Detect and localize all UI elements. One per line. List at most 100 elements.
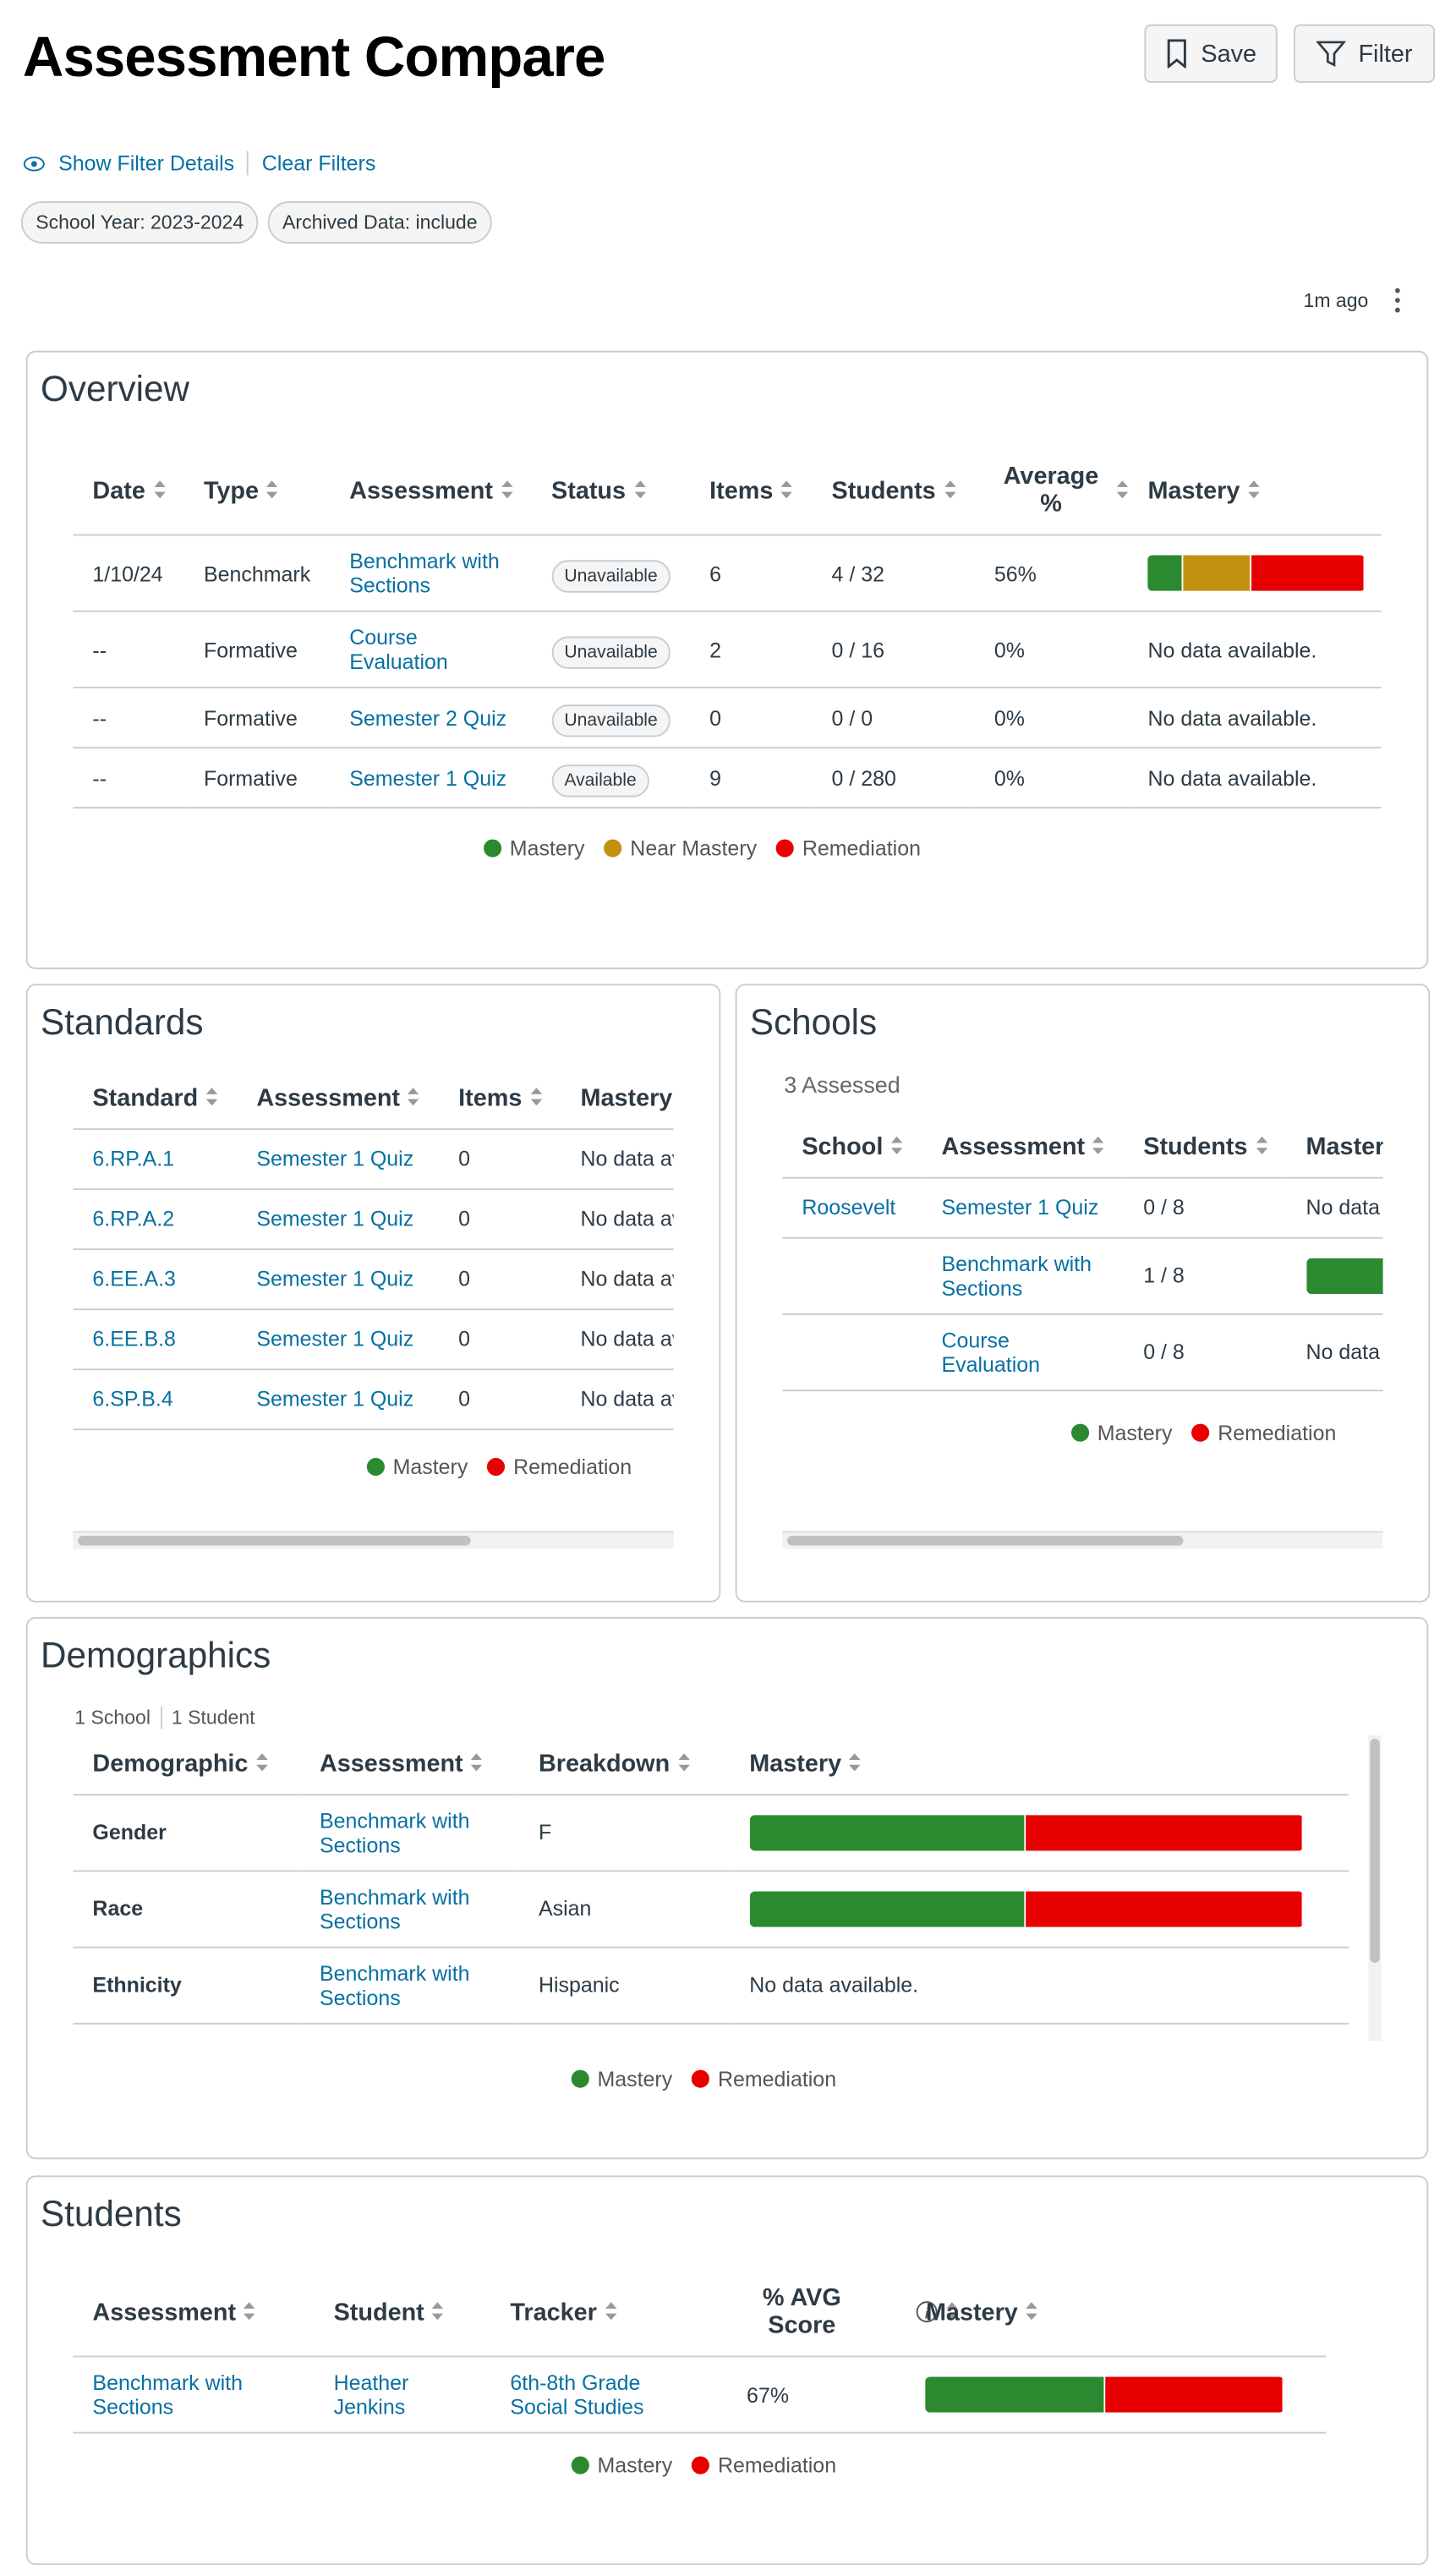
cell-link[interactable]: 6.EE.B.8 — [92, 1326, 176, 1351]
column-header[interactable]: Assessment — [73, 2267, 315, 2358]
column-header[interactable]: Student — [314, 2267, 491, 2358]
table-cell: 0% — [974, 748, 1129, 809]
cell-link[interactable]: Semester 1 Quiz — [256, 1266, 414, 1291]
column-header[interactable]: Mastery — [561, 1066, 674, 1130]
column-header[interactable]: Students — [1124, 1115, 1287, 1178]
cell-link[interactable]: Heather Jenkins — [333, 2370, 409, 2420]
cell-text: No data available. — [749, 1972, 919, 1998]
cell-text: 0 — [458, 1266, 471, 1291]
cell-text: 0% — [993, 637, 1025, 662]
cell-link[interactable]: 6.RP.A.1 — [92, 1146, 175, 1171]
column-header[interactable]: Items — [690, 446, 813, 536]
table-row: 1/10/24 Benchmark Benchmark with Sections U… — [73, 534, 1382, 612]
table-cell: 0 / 16 — [812, 611, 975, 688]
filter-chip[interactable]: School Year: 2023-2024 — [20, 201, 259, 244]
column-header[interactable]: Mastery — [906, 2267, 1327, 2358]
table-cell: Semester 1 Quiz — [237, 1128, 440, 1190]
column-header[interactable]: Mastery — [1128, 446, 1382, 536]
table-row: Roosevelt Semester 1 Quiz 0 / 8 No data ava… — [782, 1176, 1383, 1238]
cell-link[interactable]: Roosevelt — [802, 1194, 896, 1219]
column-label: Items — [709, 476, 774, 505]
column-header[interactable]: Items — [439, 1066, 561, 1130]
cell-link[interactable]: 6.SP.B.4 — [92, 1386, 173, 1411]
legend-item: Remediation — [1191, 1421, 1336, 1445]
column-header[interactable]: Mastery — [730, 1732, 1349, 1795]
cell-text: -- — [92, 765, 107, 790]
table-cell: No data available. — [561, 1188, 674, 1250]
table-cell — [1128, 534, 1382, 612]
card-title: Overview — [40, 368, 190, 409]
table-cell: No data available. — [1128, 748, 1382, 809]
cell-link[interactable]: Semester 1 Quiz — [256, 1206, 414, 1231]
column-header[interactable]: Status — [532, 446, 691, 536]
table-cell: -- — [73, 611, 184, 688]
show-filter-details[interactable]: Show Filter Details — [58, 151, 235, 176]
cell-text: 9 — [709, 765, 722, 790]
cell-text: 0 — [709, 705, 722, 730]
cell-link[interactable]: Benchmark with Sections — [92, 2370, 243, 2420]
cell-link[interactable]: 6th-8th Grade Social Studies — [510, 2370, 644, 2420]
cell-text: 2 — [709, 637, 722, 662]
cell-text: Race — [92, 1896, 144, 1921]
cell-link[interactable]: Semester 1 Quiz — [256, 1326, 414, 1351]
cell-link[interactable]: Course Evaluation — [941, 1327, 1041, 1377]
column-header[interactable]: Tracker — [490, 2267, 708, 2358]
more-menu[interactable] — [1391, 286, 1404, 315]
column-header[interactable]: Assessment — [922, 1115, 1125, 1178]
filter-button[interactable]: Filter — [1294, 24, 1436, 83]
column-header[interactable]: % AVG Score i — [707, 2267, 958, 2358]
column-header[interactable]: Assessment — [299, 1732, 519, 1795]
table-cell: Semester 1 Quiz — [330, 748, 533, 809]
mastery-segment — [1147, 555, 1183, 591]
vscroll[interactable] — [1368, 1735, 1382, 2042]
status-pill: Unavailable — [551, 704, 671, 737]
cell-link[interactable]: Semester 1 Quiz — [256, 1386, 414, 1411]
cell-link[interactable]: 6.EE.A.3 — [92, 1266, 176, 1291]
header-row: School Assessment Students Mastery — [782, 1115, 1383, 1178]
hscroll[interactable] — [73, 1531, 674, 1549]
column-header[interactable]: School — [782, 1115, 922, 1178]
column-header[interactable]: Date — [73, 446, 184, 536]
cell-link[interactable]: Semester 1 Quiz — [941, 1194, 1099, 1219]
cell-link[interactable]: Semester 1 Quiz — [256, 1146, 414, 1171]
column-header[interactable]: Standard — [73, 1066, 238, 1130]
cell-link[interactable]: Course Evaluation — [349, 625, 448, 674]
table-cell: 6.EE.B.8 — [73, 1308, 238, 1370]
column-header[interactable]: Assessment — [237, 1066, 440, 1130]
cell-link[interactable]: Benchmark with Sections — [319, 1807, 470, 1857]
filter-chip[interactable]: Archived Data: include — [267, 201, 492, 244]
clear-filters[interactable]: Clear Filters — [261, 151, 376, 176]
overview-card: Overview Date Type Assessment Status Items Stu… — [25, 350, 1429, 970]
column-header[interactable]: Type — [183, 446, 331, 536]
legend-dot — [571, 2069, 589, 2088]
column-header[interactable]: Average % — [974, 446, 1129, 536]
cell-link[interactable]: Benchmark with Sections — [349, 548, 500, 598]
scroll-thumb[interactable] — [787, 1536, 1184, 1546]
column-header[interactable]: Mastery — [1286, 1115, 1383, 1178]
cell-text: Asian — [538, 1896, 592, 1921]
cell-text: No data available. — [580, 1386, 673, 1411]
column-header[interactable]: Students — [812, 446, 975, 536]
cell-link[interactable]: 6.RP.A.2 — [92, 1206, 175, 1231]
column-header[interactable]: Breakdown — [518, 1732, 731, 1795]
sort-icon — [1247, 477, 1260, 505]
table-row: Course Evaluation 0 / 8 No data available. — [782, 1313, 1383, 1391]
table-cell: Asian — [518, 1870, 731, 1948]
cell-link[interactable]: Benchmark with Sections — [319, 1883, 470, 1933]
save-button[interactable]: Save — [1144, 24, 1278, 83]
cell-link[interactable]: Semester 1 Quiz — [349, 765, 507, 790]
cell-text: No data available. — [580, 1206, 673, 1231]
cell-link[interactable]: Benchmark with Sections — [941, 1251, 1092, 1300]
cell-link[interactable]: Semester 2 Quiz — [349, 705, 507, 730]
scroll-thumb[interactable] — [78, 1536, 471, 1546]
cell-text: -- — [92, 637, 107, 662]
header-row: Assessment Student Tracker % AVG Score i Mast… — [73, 2267, 1327, 2358]
table-cell: Semester 2 Quiz — [330, 687, 533, 748]
cell-link[interactable]: Benchmark with Sections — [319, 1960, 470, 2009]
table-cell: Unavailable — [532, 611, 691, 688]
column-header[interactable]: Demographic — [73, 1732, 300, 1795]
column-header[interactable]: Assessment — [330, 446, 533, 536]
column-label: Tracker — [510, 2298, 597, 2327]
hscroll[interactable] — [782, 1531, 1383, 1549]
